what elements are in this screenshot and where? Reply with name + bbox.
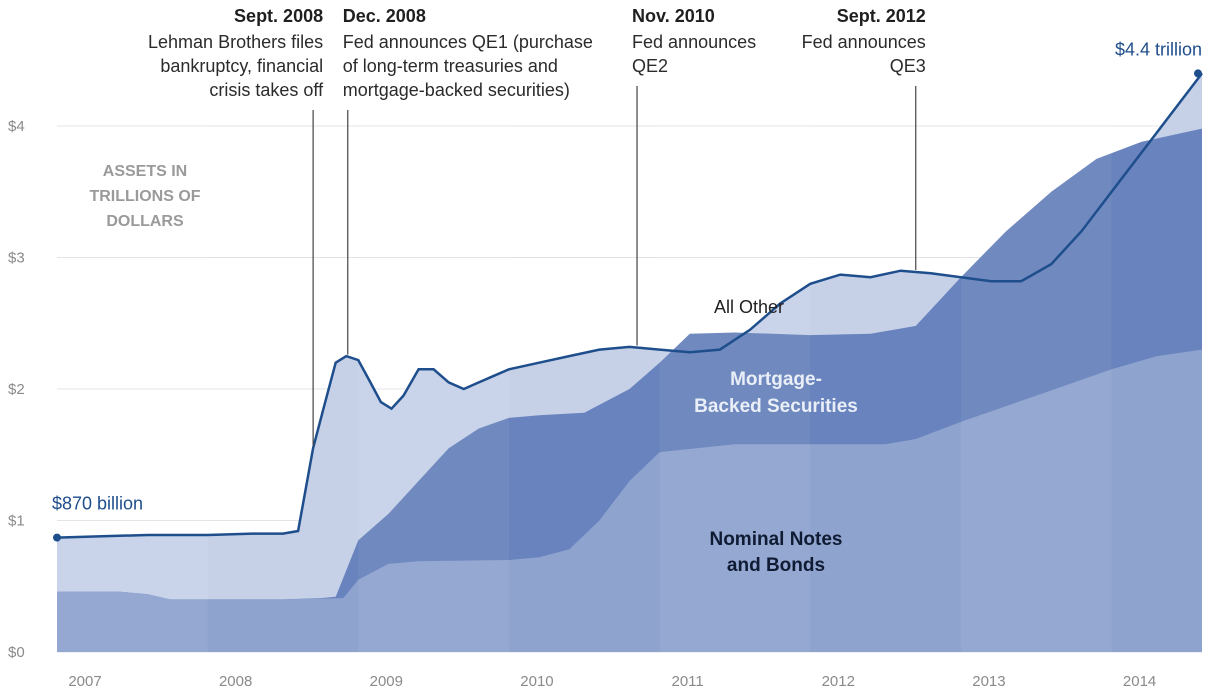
annotation-title: Sept. 2012 (837, 6, 926, 26)
x-tick-label: 2008 (219, 673, 252, 690)
x-tick-label: 2013 (972, 673, 1005, 690)
annotation-title: Sept. 2008 (234, 6, 323, 26)
y-axis-note: TRILLIONS OF (89, 188, 200, 205)
year-band (358, 30, 509, 652)
y-axis-note: ASSETS IN (103, 163, 187, 180)
y-tick-label: $0 (8, 644, 25, 661)
annotation-text: crisis takes off (209, 80, 324, 100)
x-tick-label: 2012 (822, 673, 855, 690)
series-label-all-other: All Other (714, 297, 784, 317)
annotation-text: of long-term treasuries and (343, 56, 558, 76)
annotation-text: mortgage-backed securities) (343, 80, 570, 100)
year-band (960, 30, 1112, 652)
x-tick-label: 2014 (1123, 673, 1156, 690)
y-axis-note: DOLLARS (106, 213, 184, 230)
area-nominal-notes-and-bonds (57, 349, 1202, 652)
annotation-text: bankruptcy, financial (160, 56, 323, 76)
x-tick-label: 2007 (68, 673, 101, 690)
series-label-nominal: Nominal Notes (709, 529, 842, 550)
annotation-title: Nov. 2010 (632, 6, 715, 26)
x-tick-label: 2009 (370, 673, 403, 690)
annotation-text: QE3 (890, 56, 926, 76)
series-label-mbs: Mortgage- (730, 369, 822, 390)
x-tick-label: 2010 (520, 673, 553, 690)
annotation-text: Fed announces QE1 (purchase (343, 32, 593, 52)
series-label-nominal: and Bonds (727, 555, 825, 576)
year-band (57, 30, 208, 652)
annotation-text: Fed announces (802, 32, 926, 52)
start-point (53, 533, 61, 542)
y-tick-label: $3 (8, 250, 25, 267)
end-point (1194, 69, 1202, 78)
y-tick-label: $4 (8, 118, 25, 135)
y-tick-label: $1 (8, 513, 25, 530)
annotation-text: Lehman Brothers files (148, 32, 323, 52)
total-assets-line (56, 72, 1203, 539)
end-value-label: $4.4 trillion (1115, 39, 1202, 59)
x-tick-label: 2011 (671, 673, 703, 690)
annotation-text: Fed announces (632, 32, 756, 52)
annotation-text: QE2 (632, 56, 668, 76)
y-tick-label: $2 (8, 381, 25, 398)
series-label-mbs: Backed Securities (694, 396, 858, 417)
start-value-label: $870 billion (52, 494, 143, 514)
annotation-title: Dec. 2008 (343, 6, 426, 26)
